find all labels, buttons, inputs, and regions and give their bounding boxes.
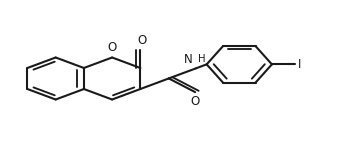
Text: O: O	[108, 41, 117, 54]
Text: O: O	[137, 34, 147, 47]
Text: I: I	[298, 58, 301, 71]
Text: N: N	[184, 53, 193, 66]
Text: H: H	[198, 54, 205, 65]
Text: O: O	[190, 95, 200, 108]
